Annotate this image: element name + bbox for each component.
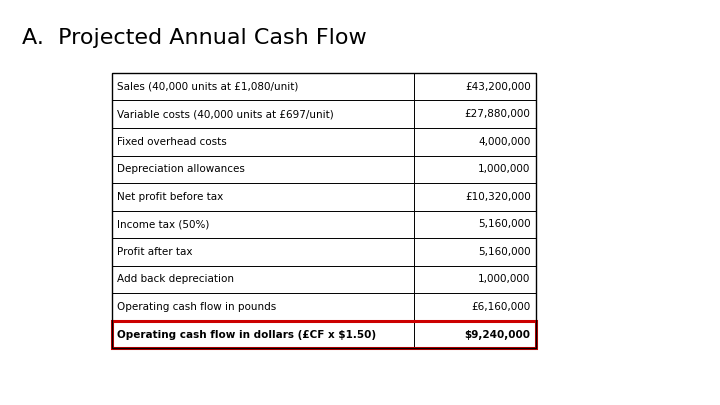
Text: A.  Projected Annual Cash Flow: A. Projected Annual Cash Flow — [22, 28, 366, 48]
Text: 1,000,000: 1,000,000 — [478, 275, 531, 284]
Text: Net profit before tax: Net profit before tax — [117, 192, 224, 202]
Text: Add back depreciation: Add back depreciation — [117, 275, 235, 284]
Text: Sales (40,000 units at £1,080/unit): Sales (40,000 units at £1,080/unit) — [117, 82, 299, 92]
Text: Operating cash flow in dollars (£CF x $1.50): Operating cash flow in dollars (£CF x $1… — [117, 330, 377, 339]
Text: £27,880,000: £27,880,000 — [465, 109, 531, 119]
Text: £6,160,000: £6,160,000 — [472, 302, 531, 312]
Text: Variable costs (40,000 units at £697/unit): Variable costs (40,000 units at £697/uni… — [117, 109, 334, 119]
Text: Depreciation allowances: Depreciation allowances — [117, 164, 246, 174]
Text: Income tax (50%): Income tax (50%) — [117, 220, 210, 229]
Text: $9,240,000: $9,240,000 — [464, 330, 531, 339]
Text: £10,320,000: £10,320,000 — [465, 192, 531, 202]
Text: Operating cash flow in pounds: Operating cash flow in pounds — [117, 302, 276, 312]
Text: 4,000,000: 4,000,000 — [478, 137, 531, 147]
Text: 5,160,000: 5,160,000 — [478, 247, 531, 257]
Text: Profit after tax: Profit after tax — [117, 247, 193, 257]
Text: 5,160,000: 5,160,000 — [478, 220, 531, 229]
Text: Fixed overhead costs: Fixed overhead costs — [117, 137, 227, 147]
Text: £43,200,000: £43,200,000 — [465, 82, 531, 92]
Text: 1,000,000: 1,000,000 — [478, 164, 531, 174]
